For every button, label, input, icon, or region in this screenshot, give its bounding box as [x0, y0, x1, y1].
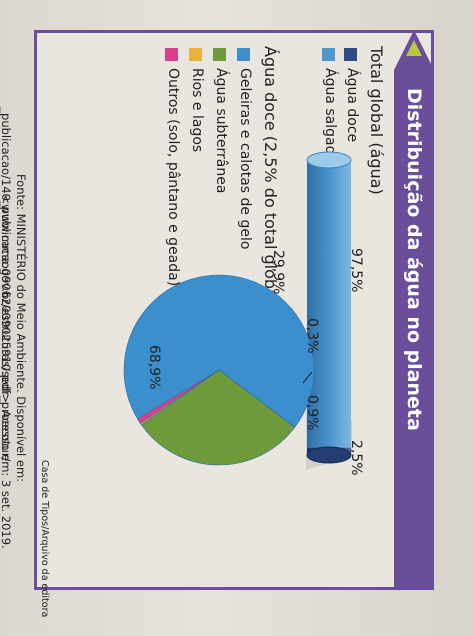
image-credit: Casa de Tipos/Arquivo da editora: [39, 460, 50, 618]
pie-label-3: 0,9%: [304, 395, 320, 431]
pie-slice-0: [123, 274, 315, 428]
stacked-cylinder-bar: [306, 151, 352, 464]
pie-label-0: 68,9%: [146, 345, 162, 389]
bar-cap-end: [306, 446, 352, 464]
source-line-2: _publicacao/140_publicacao09062009025910…: [0, 107, 13, 549]
pie-leader-line: [302, 371, 313, 384]
pie-label-1: 29,9%: [270, 250, 286, 294]
bar-label-salgada: 97,5%: [348, 248, 364, 293]
bar-cap-start: [306, 151, 352, 169]
pie-chart: [123, 274, 315, 466]
pie-slice-3: [137, 369, 220, 424]
pie-labels: 68,9% 29,9% 0,3% 0,9%: [146, 250, 320, 431]
pie-label-2: 0,3%: [304, 318, 320, 354]
pie-slice-1: [141, 369, 296, 466]
bar-label-doce: 2,5%: [348, 440, 364, 476]
bar-segment-0: [307, 160, 351, 448]
